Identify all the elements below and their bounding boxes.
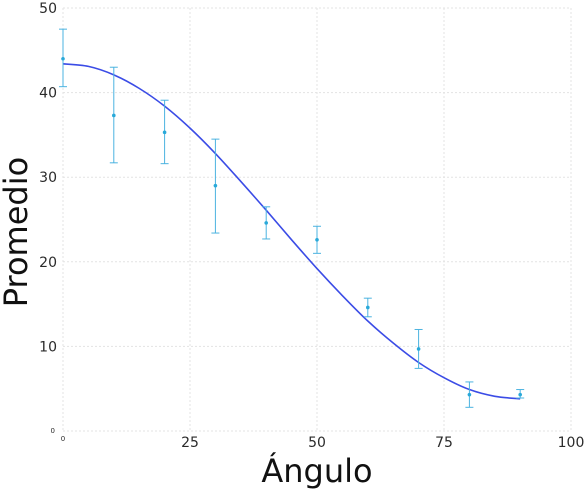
- x-tick-label: 50: [308, 435, 326, 451]
- data-point: [315, 238, 319, 242]
- data-point: [112, 113, 116, 118]
- fit-curve-layer: [62, 63, 521, 400]
- grid: [62, 7, 572, 432]
- y-tick-label: 30: [39, 170, 57, 186]
- y-axis-label: Promedio: [0, 157, 35, 307]
- fit-curve: [62, 63, 521, 400]
- tick-labels: 0 25 50 75 100 0 10 20 30 40 50: [39, 1, 584, 451]
- errorbar-layer: [59, 28, 525, 408]
- data-point: [467, 392, 472, 397]
- x-axis-label: Ángulo: [261, 452, 372, 489]
- y-tick-label: 20: [39, 255, 57, 271]
- y-tick-label: 0: [51, 427, 55, 435]
- data-point: [264, 221, 269, 225]
- x-tick-label: 75: [435, 435, 453, 451]
- data-point: [162, 130, 167, 135]
- y-tick-label: 10: [39, 339, 57, 355]
- point-layer: [61, 56, 522, 397]
- data-point: [416, 347, 421, 351]
- y-tick-label: 50: [39, 1, 57, 17]
- data-point: [366, 305, 370, 310]
- x-tick-label: 0: [61, 435, 65, 443]
- x-tick-label: 25: [181, 435, 199, 451]
- data-point: [213, 183, 218, 188]
- data-point: [518, 392, 522, 397]
- data-point: [61, 56, 65, 61]
- y-tick-label: 40: [39, 86, 57, 102]
- x-tick-label: 100: [558, 435, 584, 451]
